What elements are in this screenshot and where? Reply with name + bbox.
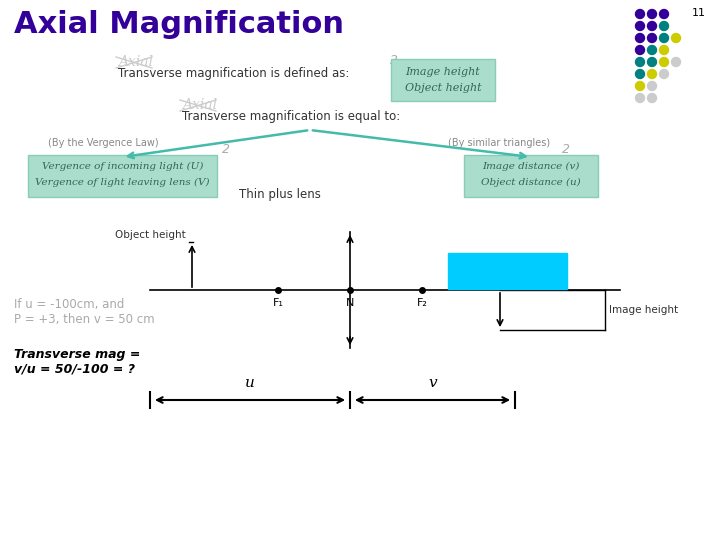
Text: Axial: Axial <box>118 55 153 69</box>
Circle shape <box>647 10 657 18</box>
Text: Axial: Axial <box>182 98 217 112</box>
Text: u: u <box>245 376 255 390</box>
Text: (By the Vergence Law): (By the Vergence Law) <box>48 138 158 148</box>
Circle shape <box>647 33 657 43</box>
Text: P: P <box>499 262 512 280</box>
Text: Object height: Object height <box>115 230 186 240</box>
Circle shape <box>647 57 657 66</box>
Circle shape <box>672 57 680 66</box>
Text: Transverse mag =
v/u = 50/-100 = ?: Transverse mag = v/u = 50/-100 = ? <box>14 348 140 376</box>
Text: Axial Magnification: Axial Magnification <box>14 10 344 39</box>
Circle shape <box>636 10 644 18</box>
Text: Vergence of light leaving lens (V): Vergence of light leaving lens (V) <box>35 178 210 187</box>
FancyBboxPatch shape <box>448 253 567 289</box>
Text: 2: 2 <box>390 54 398 67</box>
Circle shape <box>672 33 680 43</box>
Circle shape <box>647 45 657 55</box>
Text: v: v <box>428 376 437 390</box>
Text: Vergence of incoming light (U): Vergence of incoming light (U) <box>42 162 203 171</box>
Circle shape <box>636 33 644 43</box>
Text: Object distance (u): Object distance (u) <box>481 178 581 187</box>
Text: (By similar triangles): (By similar triangles) <box>448 138 550 148</box>
Text: Transverse magnification is defined as:: Transverse magnification is defined as: <box>118 67 349 80</box>
Circle shape <box>647 93 657 103</box>
Circle shape <box>660 57 668 66</box>
Text: F₂: F₂ <box>417 298 428 308</box>
Text: Thin plus lens: Thin plus lens <box>239 188 321 201</box>
Circle shape <box>636 82 644 91</box>
Circle shape <box>660 70 668 78</box>
FancyBboxPatch shape <box>464 155 598 197</box>
Circle shape <box>636 70 644 78</box>
Text: Image distance (v): Image distance (v) <box>482 162 580 171</box>
Circle shape <box>647 82 657 91</box>
Text: F₁: F₁ <box>273 298 284 308</box>
Circle shape <box>636 45 644 55</box>
Circle shape <box>647 22 657 30</box>
Text: Image height: Image height <box>609 305 678 315</box>
Circle shape <box>660 22 668 30</box>
Text: 11: 11 <box>692 8 706 18</box>
Circle shape <box>647 70 657 78</box>
FancyBboxPatch shape <box>28 155 217 197</box>
Text: N: N <box>346 298 354 308</box>
Text: U+: U+ <box>464 262 493 280</box>
Circle shape <box>660 45 668 55</box>
Text: Image height: Image height <box>405 67 480 77</box>
Text: Transverse magnification is equal to:: Transverse magnification is equal to: <box>182 110 400 123</box>
Text: =V: =V <box>521 262 550 280</box>
FancyBboxPatch shape <box>391 59 495 101</box>
Circle shape <box>660 10 668 18</box>
Circle shape <box>660 33 668 43</box>
Text: If u = -100cm, and
P = +3, then v = 50 cm: If u = -100cm, and P = +3, then v = 50 c… <box>14 298 155 326</box>
Circle shape <box>636 57 644 66</box>
Circle shape <box>636 93 644 103</box>
Text: Object height: Object height <box>405 83 481 93</box>
Circle shape <box>636 22 644 30</box>
Text: 2: 2 <box>562 143 570 156</box>
Text: 2: 2 <box>222 143 230 156</box>
